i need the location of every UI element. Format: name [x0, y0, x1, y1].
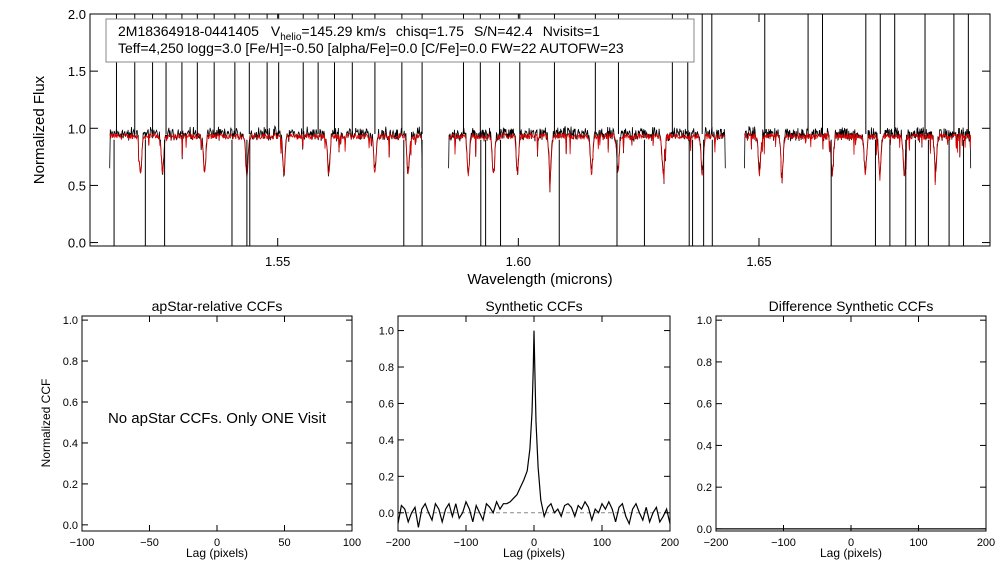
- ccf-difference-ytick-label: 0.6: [697, 399, 712, 411]
- ccf-difference-ytick-label: 1.0: [697, 315, 712, 327]
- snr-value: S/N=42.4: [474, 23, 533, 39]
- ccf-synthetic-ytick-label: 1.0: [379, 326, 394, 338]
- ccf-apstar-panel: apStar-relative CCFs −100 −50 0 50 100 0.0 0.2…: [39, 298, 361, 560]
- ccf-apstar-ytick-label: 0.0: [63, 520, 78, 532]
- ccf-apstar-x-axis-label: Lag (pixels): [186, 546, 248, 560]
- v-value: =145.29 km/s: [301, 23, 385, 39]
- ccf-apstar-xtick-label: 50: [278, 537, 290, 549]
- v-subscript: helio: [280, 32, 302, 43]
- ccf-difference-ytick-label: 0.8: [697, 357, 712, 369]
- ccf-difference-axes: −200 −100 0 100 200 0.0 0.2 0.4 0.6 0.8 1.0: [697, 315, 995, 549]
- ccf-difference-xtick-label: 200: [977, 537, 995, 549]
- ccf-synthetic-marks: [397, 330, 671, 528]
- ccf-difference-x-axis-label: Lag (pixels): [820, 546, 882, 560]
- ccf-difference-ytick-label: 0.2: [697, 482, 712, 494]
- ccf-difference-ytick-label: 0.0: [697, 524, 712, 536]
- spectrum-panel: 1.55 1.60 1.65 0.0 0.5 1.0 1.5 2.0 Wavelength (…: [31, 7, 991, 288]
- ccf-synthetic-xtick-label: −100: [454, 537, 479, 549]
- ccf-difference-xtick-label: −200: [704, 537, 729, 549]
- ccf-apstar-xtick-label: −100: [70, 537, 95, 549]
- ccf-synthetic-xtick-label: 200: [661, 537, 679, 549]
- no-ccf-message: No apStar CCFs. Only ONE Visit: [108, 410, 327, 427]
- spectrum-xtick-label: 1.60: [506, 254, 531, 269]
- ccf-apstar-ytick-label: 0.6: [63, 397, 78, 409]
- ccf-apstar-ytick-label: 0.4: [63, 438, 78, 450]
- ccf-difference-panel: Difference Synthetic CCFs −200 −100 0 100 20…: [697, 298, 995, 560]
- synthetic-ccf-line: [397, 330, 671, 528]
- ccf-synthetic-ytick-label: 0.6: [379, 398, 394, 410]
- spectrum-axes: 1.55 1.60 1.65 0.0 0.5 1.0 1.5 2.0: [68, 7, 990, 269]
- ccf-synthetic-xtick-label: 100: [593, 537, 611, 549]
- spectrum-ytick-label: 1.5: [68, 64, 86, 79]
- ccf-difference-ytick-label: 0.4: [697, 440, 712, 452]
- spectrum-ytick-label: 0.5: [68, 178, 86, 193]
- ccf-difference-xtick-label: 0: [848, 537, 854, 549]
- model-spectrum-segment: [744, 132, 972, 186]
- ccf-apstar-ytick-label: 0.8: [63, 356, 78, 368]
- spectrum-x-axis-label: Wavelength (microns): [467, 271, 612, 288]
- model-spectrum-segment: [448, 132, 726, 191]
- spectrum-ytick-label: 1.0: [68, 121, 86, 136]
- ccf-difference-frame: [715, 315, 987, 532]
- ccf-synthetic-title: Synthetic CCFs: [485, 298, 582, 314]
- ccf-synthetic-axes: −200 −100 0 100 200 0.0 0.2 0.4 0.6 0.8 1.0: [379, 316, 679, 549]
- info-line-1: 2M18364918-0441405 Vhelio=145.29 km/s chis…: [118, 23, 600, 43]
- ccf-synthetic-ytick-label: 0.4: [379, 435, 394, 447]
- v-label: V: [271, 23, 281, 39]
- model-spectrum-segment: [109, 132, 423, 177]
- spectrum-xtick-label: 1.55: [265, 254, 290, 269]
- info-box: [105, 18, 695, 63]
- ccf-difference-xtick-label: −100: [771, 537, 796, 549]
- spectrum-xtick-label: 1.65: [746, 254, 771, 269]
- ccf-synthetic-x-axis-label: Lag (pixels): [503, 546, 565, 560]
- ccf-apstar-xtick-label: −50: [140, 537, 159, 549]
- ccf-apstar-xtick-label: 100: [343, 537, 361, 549]
- ccf-y-axis-label: Normalized CCF: [39, 379, 53, 468]
- ccf-apstar-xtick-label: 0: [214, 537, 220, 549]
- object-id: 2M18364918-0441405: [118, 23, 259, 39]
- info-line-2: Teff=4,250 logg=3.0 [Fe/H]=-0.50 [alpha/…: [118, 40, 624, 56]
- nvisits-value: Nvisits=1: [543, 23, 600, 39]
- spectrum-y-axis-label: Normalized Flux: [31, 75, 48, 184]
- ccf-synthetic-xtick-label: −200: [386, 537, 411, 549]
- ccf-difference-title: Difference Synthetic CCFs: [769, 298, 934, 314]
- chisq-value: chisq=1.75: [396, 23, 464, 39]
- spectrum-ytick-label: 2.0: [68, 7, 86, 22]
- spectrum-ytick-label: 0.0: [68, 236, 86, 251]
- ccf-apstar-title: apStar-relative CCFs: [152, 298, 283, 314]
- ccf-apstar-ytick-label: 0.2: [63, 479, 78, 491]
- ccf-apstar-ytick-label: 1.0: [63, 315, 78, 327]
- ccf-synthetic-panel: Synthetic CCFs −200 −100 0 100 200 0.0 0.2 0.4 0…: [379, 298, 679, 560]
- ccf-synthetic-xtick-label: 0: [531, 537, 537, 549]
- spectrum-plot-frame: [89, 13, 991, 247]
- ccf-difference-xtick-label: 100: [909, 537, 927, 549]
- ccf-apstar-axes: −100 −50 0 50 100 0.0 0.2 0.4 0.6 0.8 1.0: [63, 315, 361, 549]
- ccf-synthetic-ytick-label: 0.8: [379, 362, 394, 374]
- ccf-synthetic-ytick-label: 0.2: [379, 471, 394, 483]
- ccf-synthetic-ytick-label: 0.0: [379, 508, 394, 520]
